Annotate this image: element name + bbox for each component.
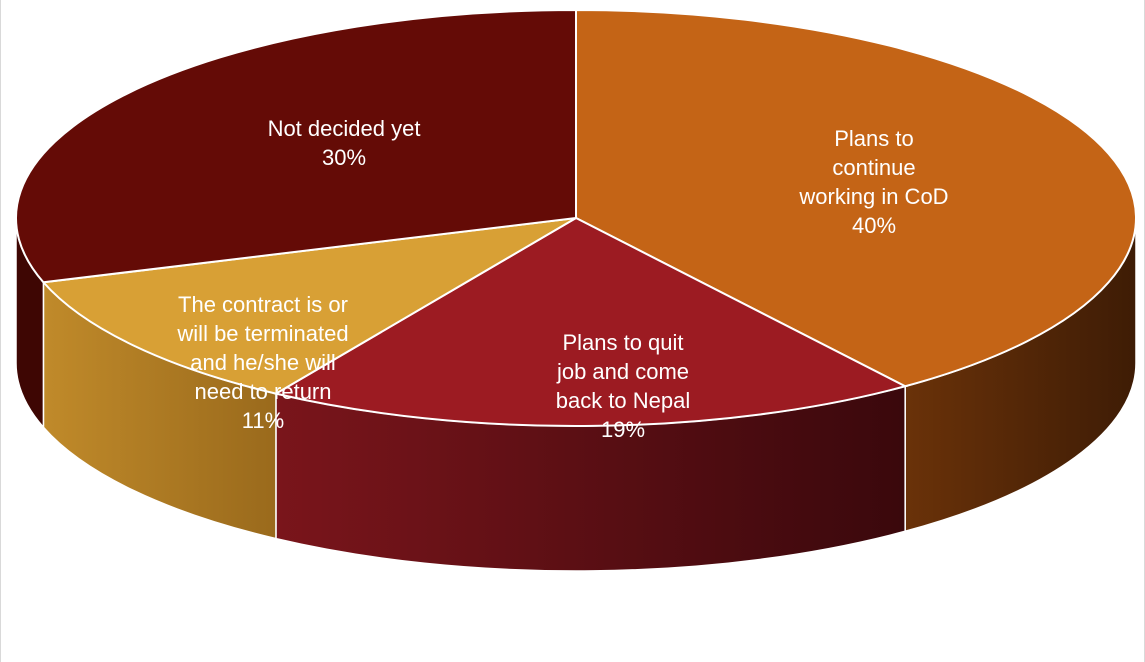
slice-label-line: Plans to [834,126,914,151]
slice-label-line: The contract is or [178,292,348,317]
slice-value-label: 19% [601,417,645,442]
pie-sides [15,217,1137,572]
slice-value-label: 30% [322,145,366,170]
pie-tops [15,8,1138,427]
pie-slice-4 [15,8,577,284]
slice-label-2: Plans to quit job and come back to Nepal 19… [556,330,691,442]
pie-slice-2 [273,216,908,427]
slice-label-4: Not decided yet 30% [268,116,421,170]
slice-label-line: Not decided yet [268,116,421,141]
pie-labels: Plans to continue working in CoD 40%Plans t… [176,116,948,442]
slice-label-line: job and come [556,359,689,384]
slice-label-line: will be terminated [176,321,348,346]
slice-label-line: continue [832,155,915,180]
slice-label-1: Plans to continue working in CoD 40% [798,126,948,238]
slice-label-line: need to return [195,379,332,404]
slice-value-label: 11% [242,408,284,433]
pie-slice-1 [575,8,1138,388]
slice-label-line: back to Nepal [556,388,691,413]
slice-label-line: Plans to quit [562,330,683,355]
pie-slice-3 [41,217,577,395]
slice-value-label: 40% [852,213,896,238]
slice-label-line: and he/she will [190,350,336,375]
slice-label-line: working in CoD [798,184,948,209]
slice-label-3: The contract is or will be terminated and … [176,292,348,433]
